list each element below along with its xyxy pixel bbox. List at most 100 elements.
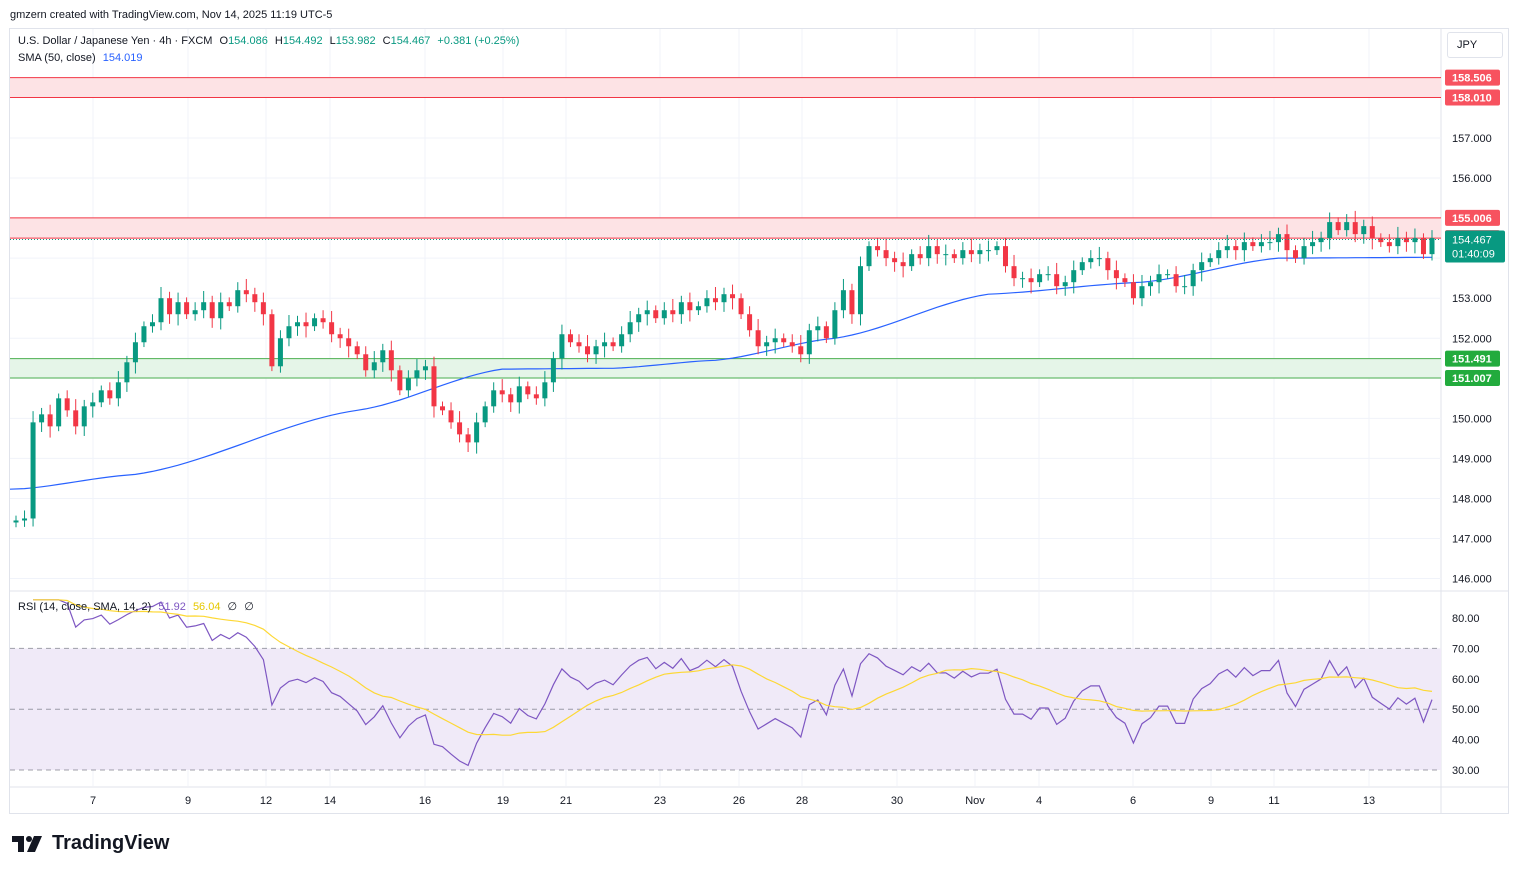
candle-down bbox=[1130, 282, 1136, 299]
candle-up bbox=[593, 346, 599, 355]
candle-up bbox=[1327, 222, 1333, 239]
symbol-name: U.S. Dollar / Japanese Yen · 4h · FXCM bbox=[18, 35, 213, 47]
support-bottom-price-label: 151.007 bbox=[1452, 373, 1492, 385]
candle-up bbox=[704, 298, 710, 307]
candle-up bbox=[1361, 226, 1367, 235]
rsi-line bbox=[33, 599, 1433, 767]
candle-up bbox=[550, 358, 556, 383]
candle-up bbox=[39, 414, 45, 423]
candle-up bbox=[422, 366, 428, 371]
candle-down bbox=[892, 258, 898, 263]
rsi-tick-label: 30.00 bbox=[1452, 765, 1480, 777]
time-tick-label: 12 bbox=[260, 795, 272, 807]
currency-button[interactable]: JPY bbox=[1447, 32, 1503, 58]
resistance-top-price-label-bg bbox=[1445, 69, 1500, 86]
candle-down bbox=[567, 334, 573, 343]
time-tick-label: 4 bbox=[1036, 795, 1042, 807]
candle-up bbox=[909, 254, 915, 267]
time-tick-label: 16 bbox=[419, 795, 431, 807]
candle-up bbox=[1020, 278, 1026, 280]
candle-down bbox=[269, 314, 275, 367]
candle-down bbox=[252, 294, 258, 303]
rsi-ma-line bbox=[33, 599, 1433, 736]
candle-down bbox=[1105, 258, 1111, 271]
candle-down bbox=[260, 302, 266, 315]
tradingview-logo[interactable]: TradingView bbox=[12, 832, 169, 855]
candle-down bbox=[789, 342, 795, 347]
candle-down bbox=[397, 370, 403, 391]
candle-up bbox=[721, 294, 727, 303]
candle-down bbox=[917, 254, 923, 259]
candle-up bbox=[1079, 262, 1085, 271]
candle-down bbox=[875, 246, 881, 251]
candle-up bbox=[1156, 274, 1162, 283]
time-tick-label: 13 bbox=[1363, 795, 1375, 807]
resistance-top-price-label-bg bbox=[1445, 209, 1500, 226]
candle-up bbox=[661, 310, 667, 319]
candle-down bbox=[1113, 270, 1119, 279]
candle-down bbox=[1420, 238, 1426, 255]
time-tick-label: 28 bbox=[796, 795, 808, 807]
time-tick-label: 23 bbox=[654, 795, 666, 807]
candle-up bbox=[141, 326, 147, 343]
candle-up bbox=[277, 338, 283, 367]
candle-up bbox=[1148, 282, 1154, 287]
candle-up bbox=[22, 518, 28, 521]
candle-down bbox=[320, 318, 326, 323]
sma-value: 154.019 bbox=[102, 52, 143, 64]
rsi-tick-label: 50.00 bbox=[1452, 704, 1480, 716]
candle-down bbox=[329, 322, 335, 335]
candle-up bbox=[1037, 274, 1043, 283]
candle-down bbox=[1369, 226, 1375, 239]
candle-down bbox=[73, 410, 79, 427]
candle-up bbox=[636, 314, 642, 323]
candle-up bbox=[13, 520, 19, 523]
candle-up bbox=[602, 342, 608, 347]
candle-down bbox=[755, 330, 761, 347]
candle-down bbox=[209, 302, 215, 319]
candle-down bbox=[499, 390, 505, 395]
candle-up bbox=[1241, 242, 1247, 251]
price-tick-label: 147.000 bbox=[1452, 534, 1492, 546]
candle-down bbox=[337, 334, 343, 339]
candle-up bbox=[1071, 270, 1077, 283]
candle-down bbox=[457, 422, 463, 435]
time-tick-label: 19 bbox=[497, 795, 509, 807]
candle-up bbox=[857, 266, 863, 315]
high-label: H bbox=[274, 35, 283, 47]
candle-up bbox=[30, 422, 36, 519]
support-top-price-label-bg bbox=[1445, 350, 1500, 367]
candle-down bbox=[1122, 278, 1128, 283]
candle-down bbox=[243, 290, 249, 295]
candle-up bbox=[832, 310, 838, 339]
price-tick-label: 156.000 bbox=[1452, 173, 1492, 185]
candle-down bbox=[968, 250, 974, 255]
candle-up bbox=[90, 402, 96, 407]
open-label: O bbox=[219, 35, 229, 47]
price-tick-label: 152.000 bbox=[1452, 333, 1492, 345]
candle-down bbox=[730, 294, 736, 299]
candle-down bbox=[951, 254, 957, 259]
candle-down bbox=[226, 302, 232, 307]
candle-up bbox=[286, 326, 292, 339]
candle-down bbox=[610, 342, 616, 347]
last-price-label: 154.467 bbox=[1452, 234, 1492, 246]
candle-up bbox=[678, 302, 684, 315]
price-tick-label: 157.000 bbox=[1452, 133, 1492, 145]
candle-down bbox=[1293, 250, 1299, 259]
candle-up bbox=[491, 390, 497, 407]
candle-down bbox=[346, 338, 352, 347]
close-label: C bbox=[382, 35, 391, 47]
rsi-label: RSI (14, close, SMA, 14, 2) bbox=[18, 601, 152, 613]
resistance-top-price-label: 158.506 bbox=[1452, 73, 1492, 85]
time-tick-label: 7 bbox=[90, 795, 96, 807]
candle-up bbox=[474, 422, 480, 443]
price-tick-label: 146.000 bbox=[1452, 574, 1492, 586]
candle-up bbox=[115, 382, 121, 399]
candle-down bbox=[849, 290, 855, 315]
low-value: 153.982 bbox=[335, 35, 376, 47]
resistance-top-price-label: 155.006 bbox=[1452, 213, 1492, 225]
candle-up bbox=[866, 246, 872, 267]
price-tick-label: 149.000 bbox=[1452, 453, 1492, 465]
